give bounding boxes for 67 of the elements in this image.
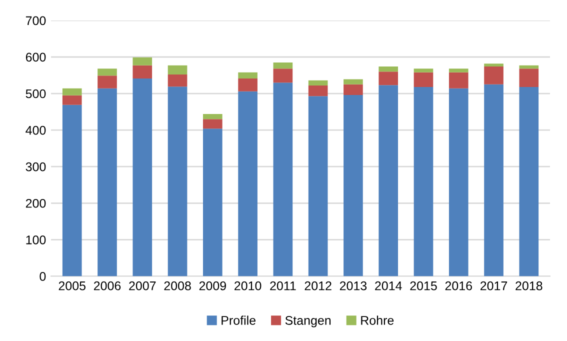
bar <box>238 72 258 79</box>
bar <box>484 84 504 276</box>
x-tick-label: 2006 <box>94 281 121 290</box>
bar <box>273 82 293 276</box>
y-tick-label: 400 <box>26 126 46 135</box>
bar <box>378 66 398 72</box>
x-tick-label: 2012 <box>304 281 332 290</box>
bar <box>62 88 82 96</box>
bar <box>238 91 258 276</box>
bar <box>203 128 222 276</box>
x-tick-label: 2016 <box>445 281 472 290</box>
x-tick-label: 2008 <box>164 281 191 290</box>
bar <box>273 68 293 83</box>
bar <box>378 85 398 276</box>
x-tick-label: 2009 <box>199 281 226 290</box>
bar <box>519 65 539 69</box>
bar <box>344 84 363 95</box>
bar <box>448 72 468 88</box>
x-tick-label: 2005 <box>58 281 86 290</box>
bar <box>308 85 328 96</box>
x-tick-label: 2010 <box>234 281 262 290</box>
bar <box>98 88 117 276</box>
bar <box>414 72 434 87</box>
bar <box>203 114 222 120</box>
bar <box>484 64 504 66</box>
bar <box>378 72 398 86</box>
bar <box>168 65 188 75</box>
y-tick-label: 200 <box>26 198 46 208</box>
bar <box>344 79 363 84</box>
bar <box>132 65 152 79</box>
y-tick-label: 300 <box>26 162 46 172</box>
x-tick-label: 2018 <box>516 281 542 290</box>
bar <box>98 68 117 76</box>
legend-label: Rohre <box>361 316 394 325</box>
bar <box>519 86 539 276</box>
bar <box>168 74 188 87</box>
bar <box>448 68 468 72</box>
bar <box>448 88 468 276</box>
bar <box>308 96 328 276</box>
x-tick-label: 2014 <box>375 281 402 290</box>
legend-label: Profile <box>222 316 256 325</box>
x-tick-label: 2017 <box>480 281 508 290</box>
bar <box>203 119 222 129</box>
y-tick-label: 0 <box>40 272 46 281</box>
x-tick-label: 2007 <box>129 281 156 290</box>
bar <box>168 86 188 276</box>
bar <box>62 95 82 105</box>
bar <box>132 78 152 276</box>
bar <box>519 68 539 87</box>
bar <box>98 76 117 88</box>
y-tick-label: 500 <box>26 89 46 98</box>
bar <box>414 68 434 72</box>
y-tick-label: 700 <box>26 16 46 26</box>
bar <box>484 66 504 84</box>
bar <box>273 62 293 69</box>
bar <box>62 104 82 276</box>
bar <box>132 57 152 66</box>
y-tick-label: 600 <box>26 52 46 62</box>
y-tick-label: 100 <box>26 235 46 244</box>
bar <box>344 94 363 276</box>
x-tick-label: 2013 <box>340 281 367 290</box>
bar <box>414 86 434 276</box>
bar <box>308 80 328 86</box>
x-tick-label: 2011 <box>270 281 296 290</box>
legend-label: Stangen <box>285 316 331 328</box>
bar <box>238 78 258 92</box>
x-tick-label: 2015 <box>410 281 437 290</box>
